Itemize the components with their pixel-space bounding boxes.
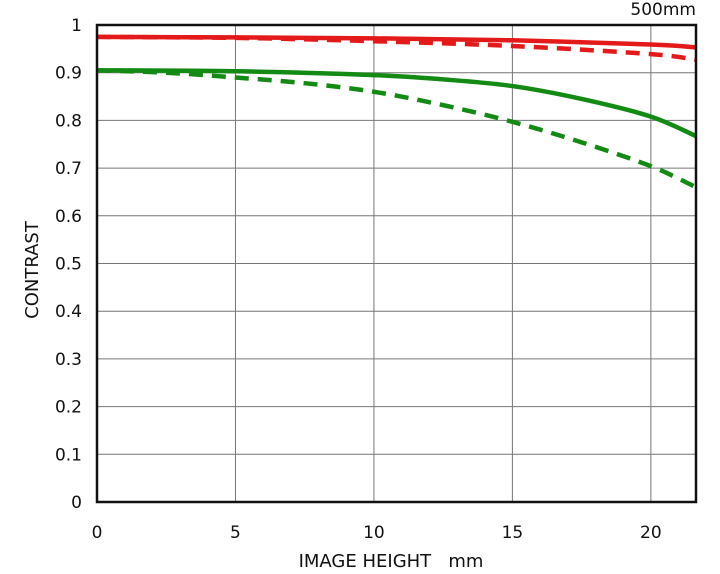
x-tick-labels: 0 5 10 15 20 [92, 523, 662, 543]
series-line-4 [96, 68, 697, 190]
x-tick-label: 5 [230, 523, 241, 543]
y-tick-label: 0.7 [55, 159, 82, 179]
x-tick-label: 20 [640, 523, 662, 543]
y-tick-label: 0.4 [55, 302, 82, 322]
series-line-1 [96, 34, 697, 50]
x-tick-label: 10 [363, 523, 385, 543]
x-tick-label: 0 [92, 523, 103, 543]
plot-frame [95, 23, 698, 504]
series-line-2 [96, 34, 697, 63]
y-tick-label: 1 [71, 16, 82, 36]
y-axis-label: CONTRAST [22, 220, 43, 319]
y-tick-label: 0.2 [55, 398, 82, 418]
y-tick-label: 0.5 [55, 255, 82, 275]
x-axis-label: IMAGE HEIGHT mm [299, 551, 484, 570]
y-tick-label: 0.6 [55, 207, 82, 227]
y-tick-label: 0.9 [55, 64, 82, 84]
y-tick-label: 0.1 [55, 445, 82, 465]
y-tick-label: 0.8 [55, 111, 82, 131]
x-tick-label: 15 [502, 523, 524, 543]
series-lines [96, 34, 697, 190]
y-tick-label: 0 [71, 493, 82, 513]
chart-title: 500mm [630, 0, 696, 20]
y-tick-label: 0.3 [55, 350, 82, 370]
series-line-3 [96, 68, 697, 139]
y-tick-labels: 0 0.1 0.2 0.3 0.4 0.5 0.6 0.7 0.8 0.9 1 [55, 16, 82, 513]
